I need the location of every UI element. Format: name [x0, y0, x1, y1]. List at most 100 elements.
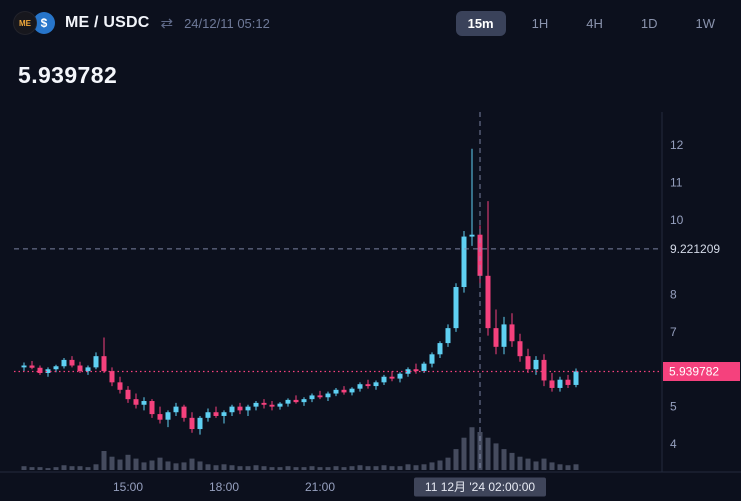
timeframe-1w[interactable]: 1W	[684, 11, 728, 36]
volume-bar	[45, 468, 51, 470]
volume-bar	[301, 467, 307, 470]
price-axis-tick: 5	[670, 400, 677, 414]
candle-body	[269, 404, 275, 407]
candle-body	[349, 388, 355, 393]
candle-body	[245, 406, 251, 411]
timeframe-1d[interactable]: 1D	[629, 11, 670, 36]
volume-bar	[405, 464, 411, 470]
volume-bar	[61, 465, 67, 470]
candle-body	[101, 356, 107, 372]
volume-bar	[565, 465, 571, 470]
candle-body	[365, 384, 371, 387]
volume-bar	[373, 466, 379, 470]
volume-bar	[357, 465, 363, 470]
candle-body	[381, 376, 387, 383]
price-axis-tick: 8	[670, 288, 677, 302]
timeframe-1h[interactable]: 1H	[520, 11, 561, 36]
candle-body	[565, 379, 571, 385]
last-price-label-box	[663, 362, 740, 382]
candle-body	[293, 399, 299, 403]
volume-bar	[413, 465, 419, 470]
volume-bar	[325, 467, 331, 470]
timeframe-4h[interactable]: 4H	[574, 11, 615, 36]
price-axis-tick: 10	[670, 213, 684, 227]
volume-bar	[533, 461, 539, 470]
volume-bar	[117, 459, 123, 470]
volume-bar	[365, 466, 371, 470]
candle-body	[437, 343, 443, 355]
volume-bar	[245, 466, 251, 470]
current-price-display: 5.939782	[18, 62, 118, 88]
volume-bar	[165, 461, 171, 470]
candle-body	[413, 369, 419, 372]
volume-bar	[229, 465, 235, 470]
volume-bar	[125, 454, 131, 470]
candle-body	[197, 417, 203, 430]
volume-bar	[109, 456, 115, 470]
candle-body	[261, 402, 267, 405]
volume-bar	[133, 458, 139, 470]
candle-body	[493, 328, 499, 347]
volume-bar	[93, 464, 99, 470]
volume-bar	[253, 465, 259, 470]
candle-body	[453, 287, 459, 329]
volume-bar	[261, 466, 267, 470]
candle-body	[45, 369, 51, 373]
time-axis-tick: 18:00	[209, 480, 239, 494]
candle-body	[357, 384, 363, 389]
candle-body	[253, 402, 259, 407]
candle-body	[157, 414, 163, 420]
volume-bar	[157, 457, 163, 470]
volume-bar	[213, 465, 219, 470]
candle-body	[117, 382, 123, 390]
candle-body	[525, 356, 531, 370]
volume-bar	[493, 443, 499, 470]
volume-bar	[173, 463, 179, 470]
chart-area[interactable]: 12 11 10 8 7 5 4 15:00 18:00 21:00 9.221209 11 12月 …	[0, 100, 741, 501]
time-axis-tick: 21:00	[305, 480, 335, 494]
volume-bar	[277, 467, 283, 470]
volume-bar	[317, 467, 323, 470]
candle-body	[205, 412, 211, 418]
candle-body	[189, 417, 195, 430]
volume-bar	[181, 462, 187, 470]
timeframe-15m[interactable]: 15m	[455, 10, 506, 36]
candle-body	[485, 275, 491, 329]
me-token-icon: ME	[14, 12, 36, 34]
volume-bar	[429, 462, 435, 470]
volume-bar	[21, 466, 27, 470]
candle-body	[173, 406, 179, 413]
price-axis-tick: 4	[670, 437, 677, 451]
usdc-token-icon: $	[33, 12, 55, 34]
candle-body	[477, 234, 483, 276]
candle-body	[77, 365, 83, 372]
candle-body	[277, 403, 283, 407]
candle-body	[141, 401, 147, 405]
volume-bar	[573, 464, 579, 470]
last-price-label: 5.939782	[669, 365, 719, 379]
candle-body	[133, 399, 139, 405]
candle-body	[229, 406, 235, 413]
volume-bar	[141, 462, 147, 470]
volume-bar	[453, 449, 459, 470]
volume-bar	[269, 467, 275, 470]
price-axis-tick: 11	[670, 175, 683, 189]
volume-bar	[333, 466, 339, 470]
candle-body	[85, 367, 91, 372]
candle-body	[517, 341, 523, 357]
volume-bar	[389, 466, 395, 470]
volume-bar	[69, 466, 75, 470]
volume-bar	[381, 465, 387, 470]
candle-body	[469, 234, 475, 237]
swap-icon[interactable]: ⇄	[160, 15, 174, 32]
crosshair-price-label: 9.221209	[670, 242, 720, 256]
volume-bar	[445, 457, 451, 470]
volume-bar	[37, 467, 43, 470]
candle-body	[557, 379, 563, 388]
price-axis-tick: 12	[670, 138, 684, 152]
candle-body	[61, 359, 67, 367]
candle-body	[461, 236, 467, 288]
candle-body	[333, 389, 339, 394]
candle-body	[533, 359, 539, 370]
